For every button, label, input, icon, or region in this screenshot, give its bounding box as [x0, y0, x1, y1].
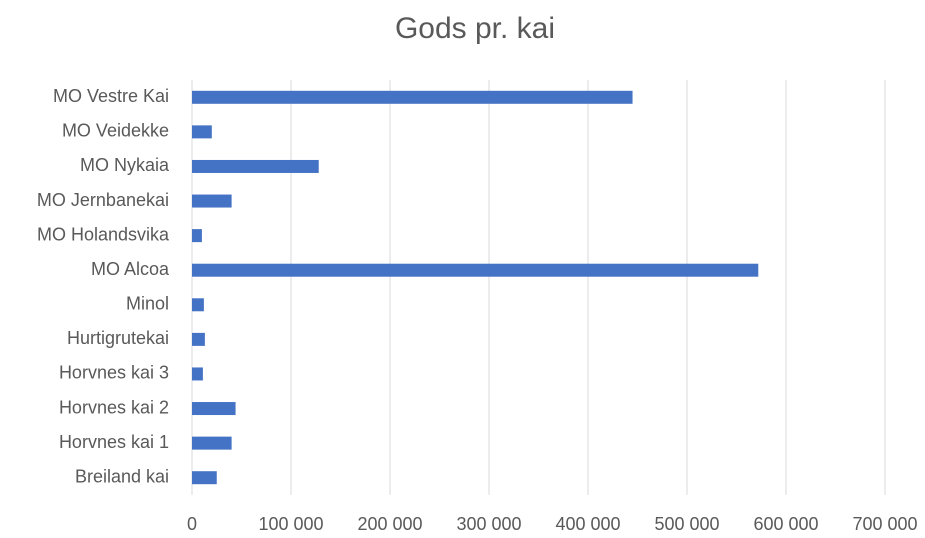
y-tick-label: MO Alcoa — [91, 259, 170, 279]
y-tick-label: MO Veidekke — [62, 121, 169, 141]
bar — [192, 90, 633, 104]
bar — [192, 263, 759, 277]
y-tick-label: MO Jernbanekai — [37, 190, 169, 210]
bar — [192, 125, 212, 139]
y-tick-label: Horvnes kai 3 — [59, 363, 169, 383]
x-tick-label: 500 000 — [654, 514, 719, 534]
x-tick-label: 700 000 — [852, 514, 917, 534]
x-tick-label: 600 000 — [753, 514, 818, 534]
bar — [192, 332, 205, 346]
bar — [192, 159, 319, 173]
y-tick-label: Hurtigrutekai — [67, 328, 169, 348]
x-tick-label: 100 000 — [258, 514, 323, 534]
y-tick-label: Minol — [126, 294, 169, 314]
bar — [192, 402, 236, 416]
x-tick-label: 0 — [187, 514, 197, 534]
y-tick-label: Horvnes kai 1 — [59, 432, 169, 452]
y-tick-label: MO Vestre Kai — [53, 86, 169, 106]
bar — [192, 471, 217, 485]
bar — [192, 194, 232, 208]
y-tick-label: MO Holandsvika — [37, 224, 170, 244]
bar — [192, 367, 203, 381]
y-tick-label: MO Nykaia — [80, 155, 170, 175]
x-tick-label: 400 000 — [555, 514, 620, 534]
bar — [192, 298, 204, 312]
x-tick-label: 300 000 — [456, 514, 521, 534]
y-tick-label: Horvnes kai 2 — [59, 397, 169, 417]
chart-title: Gods pr. kai — [395, 12, 555, 45]
bar — [192, 436, 232, 450]
x-tick-label: 200 000 — [357, 514, 422, 534]
bar — [192, 229, 202, 243]
y-tick-label: Breiland kai — [75, 466, 169, 486]
